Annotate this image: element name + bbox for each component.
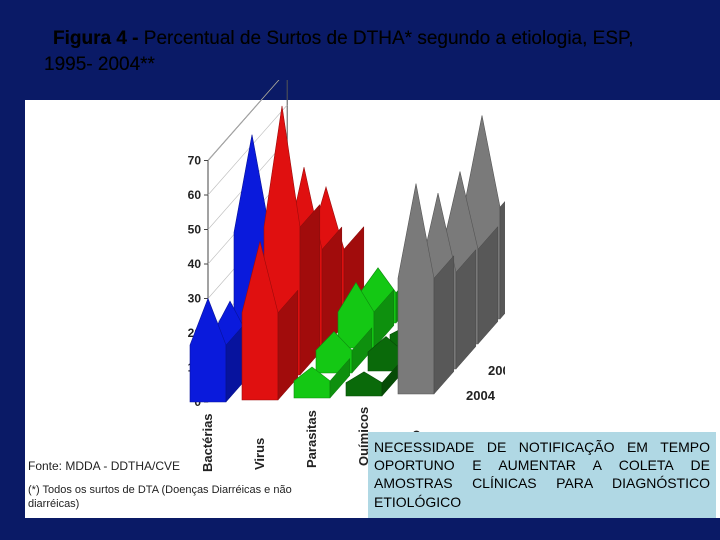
area-side: [373, 288, 395, 349]
depth-label: 2001: [488, 363, 505, 378]
chart-series: [189, 105, 505, 403]
chart: 010203040506070 1995199820012004 Bactéri…: [188, 80, 505, 472]
area-side: [277, 289, 299, 401]
area-mark: [241, 241, 279, 401]
area-side: [433, 255, 455, 395]
area-mark: [293, 366, 331, 399]
category-label: Químicos: [356, 407, 371, 466]
area-side: [299, 203, 321, 376]
callout-box: NECESSIDADE DE NOTIFICAÇÃO EM TEMPO OPOR…: [368, 432, 716, 518]
footnote-text: (*) Todos os surtos de DTA (Doenças Diar…: [28, 484, 292, 511]
y-tick-label: 40: [188, 257, 202, 271]
category-label: Parasitas: [304, 410, 319, 468]
y-tick-label: 70: [188, 154, 202, 168]
title-lead: Figura 4 -: [53, 28, 139, 49]
area-side: [477, 225, 499, 345]
area-mark: [189, 297, 227, 403]
source-text: Fonte: MDDA - DDTHA/CVE: [28, 459, 181, 473]
depth-labels: 1995199820012004: [466, 363, 505, 403]
title-rest: Percentual de Surtos de DTHA* segundo a …: [138, 28, 634, 49]
series-2004: [189, 183, 455, 403]
area-side: [329, 357, 351, 399]
y-tick-label: 30: [188, 292, 202, 306]
y-tick-label: 60: [188, 188, 202, 202]
page-title: Figura 4 - Percentual de Surtos de DTHA*…: [20, 26, 700, 77]
area-mark: [397, 183, 435, 395]
category-label: Virus: [252, 438, 267, 470]
area-side: [351, 327, 373, 374]
y-tick-label: 50: [188, 223, 202, 237]
title-line2: 1995- 2004**: [44, 53, 155, 75]
area-mark: [345, 371, 383, 397]
area-side: [499, 200, 505, 320]
category-label: Bactérias: [200, 413, 215, 472]
area-side: [455, 249, 477, 370]
depth-label: 2004: [466, 388, 496, 403]
